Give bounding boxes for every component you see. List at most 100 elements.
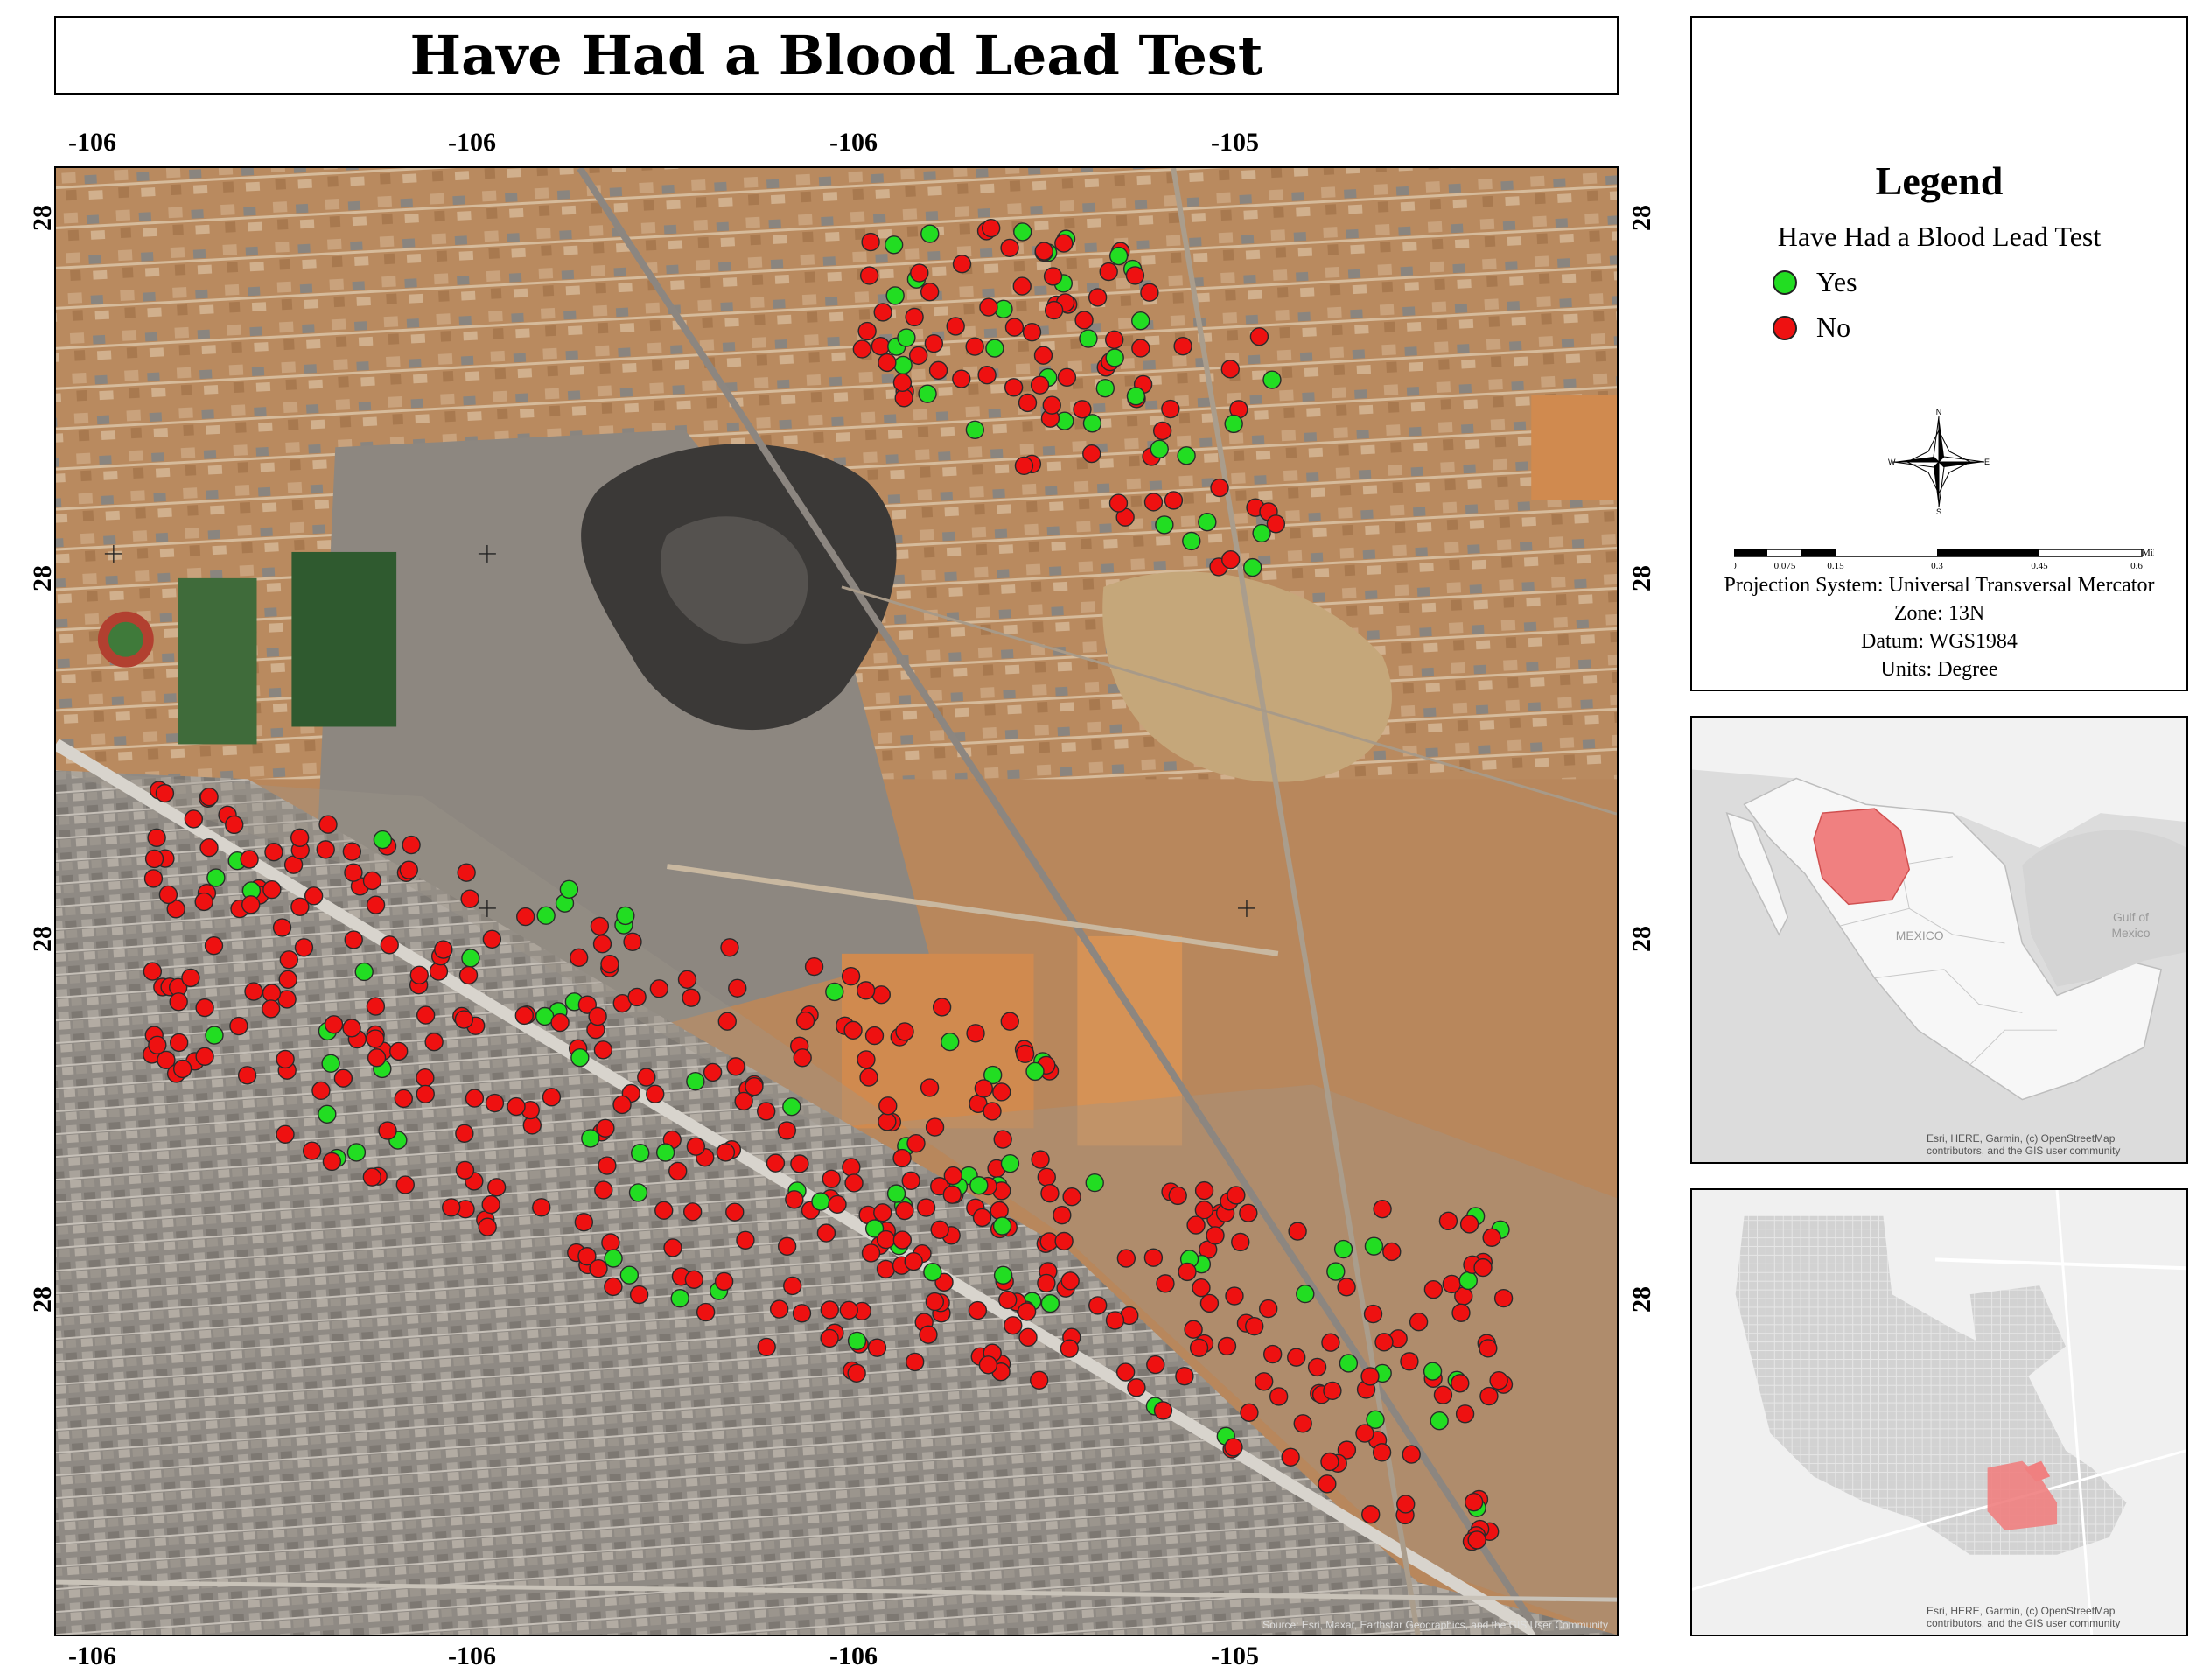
survey-point-no[interactable] xyxy=(1014,456,1034,476)
survey-point-no[interactable] xyxy=(302,1141,322,1160)
survey-point-no[interactable] xyxy=(1186,1215,1206,1235)
survey-point-no[interactable] xyxy=(592,934,612,954)
survey-point-no[interactable] xyxy=(457,863,476,882)
survey-point-no[interactable] xyxy=(745,1077,764,1096)
survey-point-no[interactable] xyxy=(333,1068,353,1088)
survey-point-no[interactable] xyxy=(1249,327,1269,346)
survey-point-yes[interactable] xyxy=(346,1143,367,1162)
survey-point-no[interactable] xyxy=(378,1121,397,1140)
survey-point-no[interactable] xyxy=(974,1079,993,1098)
survey-point-no[interactable] xyxy=(1153,1401,1173,1420)
survey-point-no[interactable] xyxy=(279,950,298,970)
survey-point-no[interactable] xyxy=(416,1084,435,1104)
survey-point-no[interactable] xyxy=(785,1190,804,1209)
survey-point-yes[interactable] xyxy=(461,948,480,968)
survey-point-no[interactable] xyxy=(596,1118,615,1138)
survey-point-yes[interactable] xyxy=(985,339,1004,358)
survey-point-no[interactable] xyxy=(170,1032,189,1053)
survey-point-no[interactable] xyxy=(1464,1492,1484,1512)
survey-point-no[interactable] xyxy=(924,333,944,354)
survey-point-yes[interactable] xyxy=(941,1032,960,1052)
survey-point-no[interactable] xyxy=(668,1161,688,1181)
survey-point-no[interactable] xyxy=(409,965,429,984)
survey-point-no[interactable] xyxy=(839,1300,858,1320)
survey-point-no[interactable] xyxy=(240,850,259,869)
survey-point-no[interactable] xyxy=(241,895,261,914)
survey-point-no[interactable] xyxy=(1000,1012,1019,1031)
survey-point-no[interactable] xyxy=(1396,1494,1416,1514)
survey-point-no[interactable] xyxy=(395,1175,415,1194)
survey-point-no[interactable] xyxy=(593,1040,613,1060)
survey-point-no[interactable] xyxy=(1131,339,1150,358)
survey-point-yes[interactable] xyxy=(1109,246,1129,266)
survey-point-no[interactable] xyxy=(1054,1231,1074,1251)
survey-point-yes[interactable] xyxy=(559,879,579,900)
survey-point-no[interactable] xyxy=(158,885,178,905)
survey-point-no[interactable] xyxy=(143,962,163,981)
survey-point-no[interactable] xyxy=(919,1325,938,1344)
survey-point-yes[interactable] xyxy=(581,1129,600,1148)
survey-point-no[interactable] xyxy=(894,388,913,408)
survey-point-no[interactable] xyxy=(928,360,948,381)
survey-point-no[interactable] xyxy=(1438,1211,1458,1231)
survey-point-no[interactable] xyxy=(946,317,965,336)
survey-point-no[interactable] xyxy=(1178,1262,1197,1282)
survey-point-yes[interactable] xyxy=(886,1184,906,1203)
survey-point-no[interactable] xyxy=(532,1198,551,1217)
survey-point-no[interactable] xyxy=(204,936,224,956)
survey-point-no[interactable] xyxy=(1018,393,1038,413)
survey-point-no[interactable] xyxy=(148,1035,167,1054)
survey-point-no[interactable] xyxy=(294,938,314,957)
survey-point-no[interactable] xyxy=(1099,262,1118,282)
survey-point-no[interactable] xyxy=(1108,494,1129,513)
survey-point-no[interactable] xyxy=(264,843,283,862)
survey-point-no[interactable] xyxy=(1210,478,1229,498)
survey-point-no[interactable] xyxy=(1116,1249,1136,1268)
survey-point-no[interactable] xyxy=(925,1117,945,1137)
survey-point-no[interactable] xyxy=(932,998,952,1017)
survey-point-no[interactable] xyxy=(1115,1362,1136,1382)
survey-point-yes[interactable] xyxy=(1423,1362,1443,1381)
survey-point-no[interactable] xyxy=(901,1171,920,1191)
survey-point-no[interactable] xyxy=(1287,1348,1306,1367)
survey-point-no[interactable] xyxy=(930,1220,949,1239)
survey-point-no[interactable] xyxy=(1355,1424,1374,1443)
survey-point-no[interactable] xyxy=(465,1088,485,1108)
survey-point-no[interactable] xyxy=(1479,1339,1498,1358)
survey-point-no[interactable] xyxy=(1105,1311,1125,1330)
survey-point-no[interactable] xyxy=(637,1068,656,1087)
survey-point-no[interactable] xyxy=(942,1185,962,1204)
survey-point-no[interactable] xyxy=(878,1112,897,1131)
survey-point-no[interactable] xyxy=(604,1277,623,1297)
survey-point-no[interactable] xyxy=(1031,1150,1050,1169)
survey-point-no[interactable] xyxy=(909,346,928,366)
survey-point-no[interactable] xyxy=(1374,1333,1394,1352)
survey-point-yes[interactable] xyxy=(782,1097,801,1116)
survey-point-no[interactable] xyxy=(1004,378,1024,397)
survey-point-no[interactable] xyxy=(844,1173,864,1193)
survey-point-no[interactable] xyxy=(1060,1339,1079,1358)
survey-point-no[interactable] xyxy=(416,1005,436,1025)
survey-point-no[interactable] xyxy=(878,353,897,373)
survey-point-no[interactable] xyxy=(143,869,164,888)
survey-point-no[interactable] xyxy=(460,889,479,908)
survey-point-no[interactable] xyxy=(1263,1344,1283,1364)
survey-point-no[interactable] xyxy=(1206,1226,1225,1245)
survey-point-no[interactable] xyxy=(612,1095,632,1115)
survey-point-no[interactable] xyxy=(1402,1445,1421,1464)
survey-point-no[interactable] xyxy=(904,1251,923,1271)
survey-point-no[interactable] xyxy=(199,837,219,858)
survey-point-no[interactable] xyxy=(272,918,292,937)
survey-point-no[interactable] xyxy=(843,1020,863,1040)
survey-point-no[interactable] xyxy=(342,842,362,861)
survey-point-no[interactable] xyxy=(876,1259,896,1279)
survey-point-no[interactable] xyxy=(1442,1274,1461,1294)
survey-point-no[interactable] xyxy=(820,1300,839,1320)
survey-point-no[interactable] xyxy=(1194,1180,1214,1200)
survey-point-no[interactable] xyxy=(1227,1186,1246,1205)
survey-point-no[interactable] xyxy=(982,218,1001,238)
survey-point-no[interactable] xyxy=(1022,322,1042,342)
survey-point-yes[interactable] xyxy=(604,1249,623,1268)
survey-point-no[interactable] xyxy=(1269,1387,1289,1406)
survey-point-no[interactable] xyxy=(629,1284,649,1305)
